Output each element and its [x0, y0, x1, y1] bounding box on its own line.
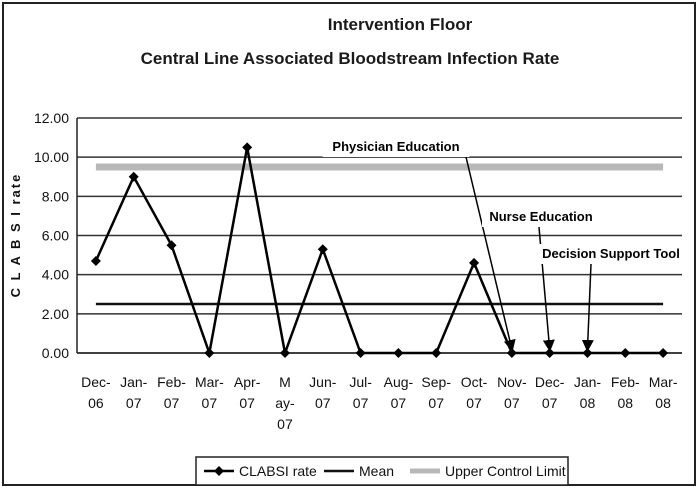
- y-tick-label: 0.00: [42, 345, 69, 361]
- y-tick-label: 10.00: [34, 149, 69, 165]
- x-tick-label: Sep-07: [421, 374, 451, 411]
- annotation-arrow: [581, 263, 594, 352]
- y-tick-label: 4.00: [42, 267, 69, 283]
- clabsi-rate-point: [166, 240, 177, 251]
- y-tick-label: 6.00: [42, 228, 69, 244]
- gridlines: [76, 117, 682, 354]
- x-tick-label: Apr-07: [234, 374, 261, 411]
- clabsi-rate-point: [90, 255, 101, 266]
- legend-box: [195, 456, 569, 486]
- clabsi-rate-point: [128, 171, 139, 182]
- clabsi-rate-point: [393, 348, 404, 358]
- x-tick-label: Feb-07: [157, 374, 186, 411]
- legend-label-clabsi-rate: CLABSI rate: [239, 463, 317, 479]
- clabsi-rate-point: [242, 142, 253, 153]
- x-tick-label: Nov-07: [497, 374, 527, 411]
- clabsi-rate-point: [204, 348, 215, 358]
- clabsi-rate-line: [94, 147, 664, 358]
- x-tick-label: Jul-07: [349, 374, 372, 411]
- x-tick-label: Dec-06: [81, 374, 111, 411]
- x-tick-label: Mar-08: [649, 374, 678, 411]
- x-tick-label: Feb-08: [611, 374, 640, 411]
- x-tick-label: Aug-07: [384, 374, 414, 411]
- annotations: Physician Education Nurse Education Decisi…: [322, 137, 692, 352]
- x-tick-label: Jun-07: [309, 374, 337, 411]
- x-axis-ticks: Dec-06 Jan-07 Feb-07 Mar-07 Apr-07 M ay-07 Jun-…: [81, 374, 678, 432]
- chart-title: Intervention Floor: [328, 15, 473, 34]
- clabsi-rate-point: [658, 348, 669, 358]
- legend: CLABSI rate Mean Upper Control Limit: [195, 456, 569, 486]
- annotation-box: [322, 137, 470, 157]
- x-tick-label: Mar-07: [195, 374, 224, 411]
- y-tick-label: 2.00: [42, 306, 69, 322]
- annotation-box: [482, 207, 600, 227]
- legend-label-upper-control-limit: Upper Control Limit: [445, 463, 566, 479]
- clabsi-rate-point: [431, 348, 442, 358]
- y-tick-label: 8.00: [42, 188, 69, 204]
- clabsi-rate-point: [317, 244, 328, 255]
- clabsi-rate-point: [355, 348, 366, 358]
- annotation-box: [530, 244, 692, 264]
- chart-subtitle: Central Line Associated Bloodstream Infe…: [141, 49, 560, 68]
- legend-marker-clabsi-rate: [214, 466, 224, 476]
- y-axis-label: C L A B S I rate: [8, 173, 23, 298]
- annotation-label: Decision Support Tool: [542, 246, 680, 261]
- legend-label-mean: Mean: [359, 463, 394, 479]
- y-tick-label: 12.00: [34, 110, 69, 126]
- clabsi-rate-point: [469, 257, 480, 268]
- clabsi-rate-point: [279, 348, 290, 358]
- x-tick-label: Oct-07: [461, 374, 488, 411]
- annotation-label: Nurse Education: [489, 209, 592, 224]
- annotation-label: Physician Education: [332, 139, 459, 154]
- y-axis-ticks: 0.00 2.00 4.00 6.00 8.00 10.00 12.00: [34, 110, 69, 361]
- series-layer: [90, 142, 669, 358]
- x-tick-label: Dec-07: [535, 374, 565, 411]
- x-tick-label: Jan-07: [120, 374, 148, 411]
- annotation-arrow: [465, 156, 516, 352]
- x-tick-label: Jan-08: [574, 374, 602, 411]
- clabsi-rate-point: [620, 348, 631, 358]
